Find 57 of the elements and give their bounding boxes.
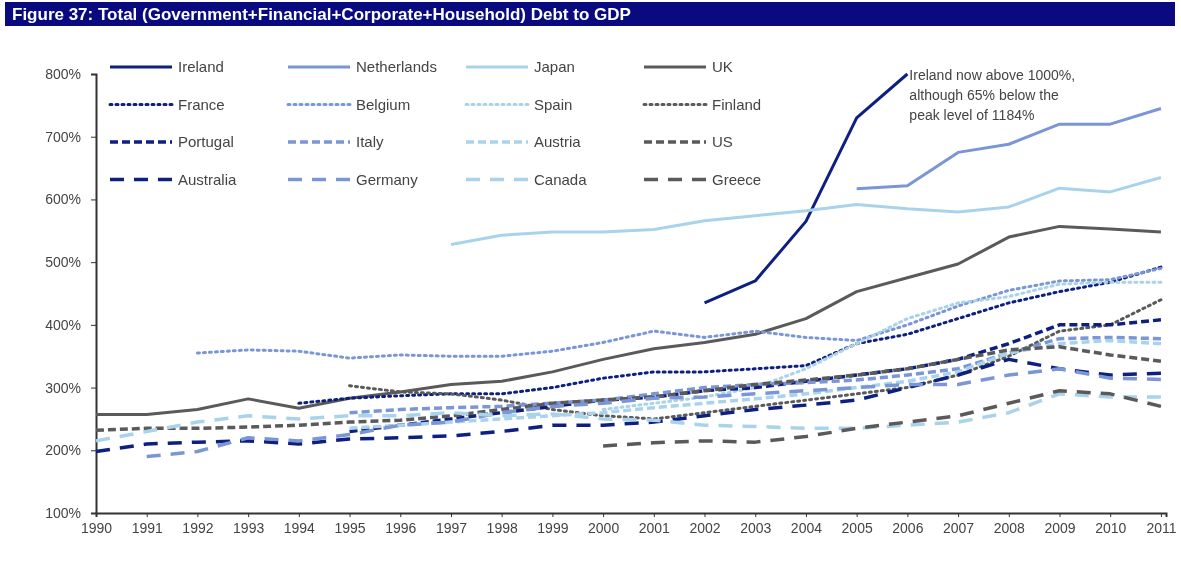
legend-label: Japan: [534, 58, 575, 75]
legend-label: Italy: [356, 133, 385, 150]
legend-label: Austria: [534, 133, 582, 150]
line-series: [195, 266, 1163, 360]
y-tick-label: 200%: [45, 442, 81, 459]
legend-label: Germany: [356, 170, 419, 188]
x-tick-label: 1995: [334, 519, 366, 536]
legend-label: Netherlands: [356, 58, 437, 75]
line-series: [297, 265, 1163, 405]
x-tick-label: 2008: [993, 519, 1026, 536]
y-tick-label: 600%: [45, 191, 81, 208]
x-tick-label: 2007: [943, 519, 975, 536]
x-tick-label: 2001: [638, 519, 671, 536]
x-tick-label: 2004: [790, 519, 823, 536]
legend-label: Belgium: [356, 95, 411, 113]
x-tick-label: 2000: [588, 519, 620, 536]
y-tick-label: 800%: [45, 65, 81, 82]
annotation: Ireland now above 1000%, although 65% below the peak level of 1184%: [909, 67, 1076, 123]
line-series: [855, 106, 1163, 191]
y-tick-label: 300%: [45, 379, 81, 396]
legend-label: US: [712, 133, 733, 150]
x-tick-label: 1993: [233, 519, 265, 536]
y-tick-label: 700%: [45, 128, 81, 145]
line-series: [94, 357, 1163, 454]
line-series: [94, 224, 1163, 417]
x-tick-label: 2011: [1146, 519, 1177, 536]
y-tick-label: 100%: [45, 504, 81, 521]
legend-label: Ireland: [178, 58, 224, 75]
x-tick-label: 1994: [283, 519, 316, 536]
x-tick-label: 1991: [131, 519, 163, 536]
y-tick-label: 500%: [45, 254, 81, 271]
legend-label: France: [178, 95, 225, 113]
x-tick-label: 2005: [841, 519, 873, 536]
legend-label: Australia: [178, 170, 238, 188]
line-series: [347, 318, 1163, 434]
x-tick-label: 2010: [1095, 519, 1127, 536]
line-series: [449, 175, 1163, 247]
line-series: [601, 388, 1163, 448]
legend-label: Portugal: [178, 133, 234, 150]
legend-label: Finland: [712, 95, 762, 113]
x-tick-label: 1997: [435, 519, 468, 536]
line-series: [703, 72, 909, 305]
x-tick-label: 2003: [740, 519, 772, 536]
x-tick-label: 1998: [486, 519, 518, 536]
x-tick-label: 1999: [537, 519, 569, 536]
legend-label: Greece: [712, 170, 762, 188]
x-tick-label: 1992: [182, 519, 214, 536]
legend-label: Spain: [534, 95, 573, 113]
legend-label: Canada: [534, 170, 588, 188]
x-tick-label: 2006: [892, 519, 924, 536]
y-tick-label: 400%: [45, 316, 81, 333]
x-tick-label: 1990: [80, 519, 113, 536]
x-tick-label: 1996: [385, 519, 417, 536]
legend-label: UK: [712, 58, 733, 75]
x-tick-label: 2009: [1044, 519, 1076, 536]
x-tick-label: 2002: [689, 519, 721, 536]
chart-title: Figure 37: Total (Government+Financial+Corporate+Household) Debt to GDP: [12, 5, 631, 24]
